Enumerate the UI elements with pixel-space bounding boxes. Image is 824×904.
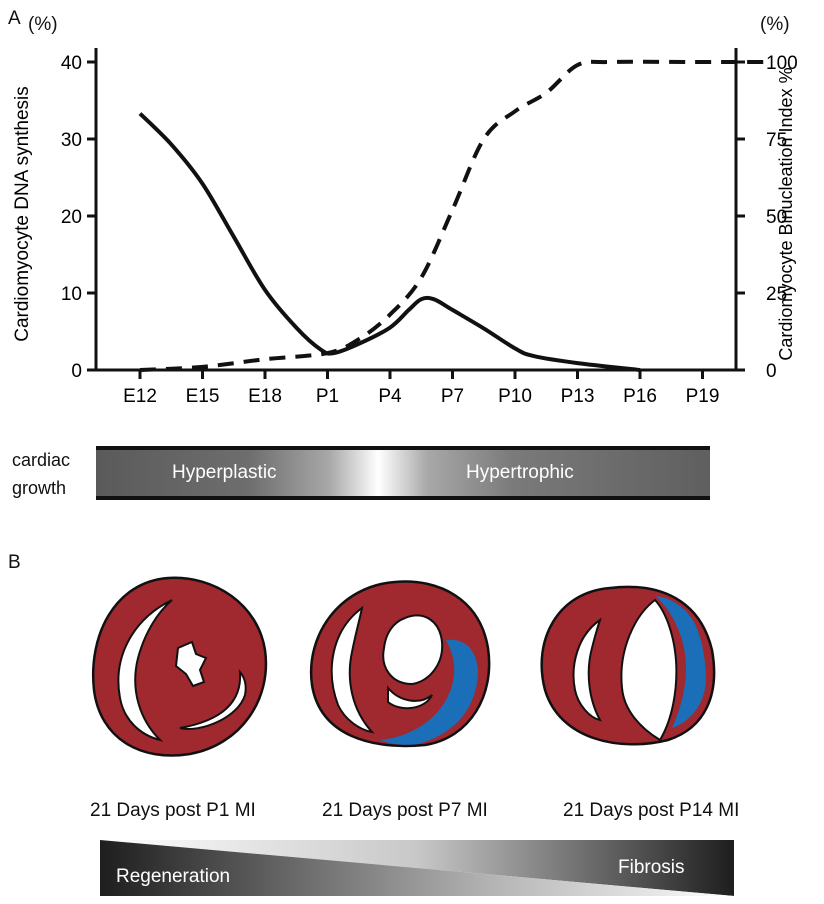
- growth-bar-label-line2: growth: [12, 478, 67, 498]
- x-tick-label: P7: [441, 386, 464, 407]
- regeneration-label: Regeneration: [116, 866, 231, 887]
- dna-synthesis-solid-line: [138, 112, 641, 372]
- regeneration-fibrosis-bar: [100, 840, 734, 896]
- caption-p1-mi: 21 Days post P1 MI: [90, 800, 256, 821]
- panel-a-line-chart: Cardiomyocyte DNA synthesis Cardiomyocyt…: [12, 48, 798, 407]
- heart-cross-sections: [91, 576, 716, 757]
- x-tick-label: E12: [123, 386, 157, 407]
- cardiac-growth-bar: Hyperplastic Hypertrophic: [96, 446, 710, 500]
- left-axis-title: Cardiomyocyte DNA synthesis: [12, 86, 33, 342]
- x-tick-label: E15: [186, 386, 220, 407]
- right-axis-title: Cardiomyocyte Binucleation Index %: [776, 67, 796, 360]
- x-tick-label: P10: [498, 386, 532, 407]
- x-tick-label: P16: [623, 386, 657, 407]
- heart-section-p7: [309, 580, 491, 748]
- heart-section-p1: [91, 576, 268, 757]
- left-tick-label: 40: [61, 53, 82, 74]
- x-tick-label: P19: [686, 386, 720, 407]
- left-tick-label: 0: [71, 361, 82, 382]
- right-axis-unit: (%): [760, 14, 790, 35]
- panel-a-label: A: [8, 8, 21, 29]
- left-tick-label: 20: [61, 207, 82, 228]
- x-tick-label: P1: [316, 386, 339, 407]
- x-tick-label: E18: [248, 386, 282, 407]
- left-tick-label: 30: [61, 130, 82, 151]
- left-axis-unit: (%): [28, 14, 58, 35]
- x-tick-label: P4: [378, 386, 402, 407]
- x-tick-label: P13: [561, 386, 595, 407]
- hypertrophic-label: Hypertrophic: [466, 462, 574, 483]
- panel-b-label: B: [8, 552, 21, 573]
- caption-p7-mi: 21 Days post P7 MI: [322, 800, 488, 821]
- right-tick-label: 0: [766, 361, 777, 382]
- hyperplastic-label: Hyperplastic: [172, 462, 277, 483]
- right-tick-label: 75: [766, 130, 787, 151]
- right-tick-label: 100: [766, 53, 798, 74]
- caption-p14-mi: 21 Days post P14 MI: [563, 800, 740, 821]
- left-tick-label: 10: [61, 284, 82, 305]
- binucleation-index-dashed-line: [139, 59, 765, 372]
- fibrosis-label: Fibrosis: [618, 857, 685, 878]
- heart-section-p14: [540, 585, 716, 746]
- growth-bar-label-line1: cardiac: [12, 450, 71, 470]
- right-tick-label: 25: [766, 284, 787, 305]
- right-tick-label: 50: [766, 207, 787, 228]
